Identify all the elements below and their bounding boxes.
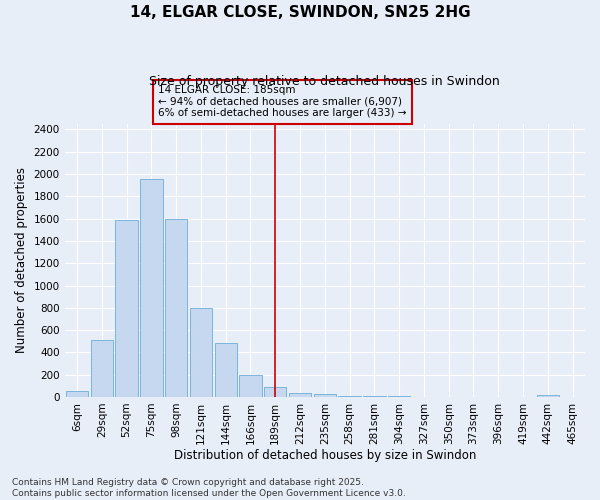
Bar (66, 391, 88, 397)
Bar (388, 396, 410, 397)
Y-axis label: Number of detached properties: Number of detached properties (15, 168, 28, 354)
Text: 14 ELGAR CLOSE: 185sqm
← 94% of detached houses are smaller (6,907)
6% of semi-d: 14 ELGAR CLOSE: 185sqm ← 94% of detached… (158, 85, 407, 118)
Bar (289, 392, 311, 397)
Title: Size of property relative to detached houses in Swindon: Size of property relative to detached ho… (149, 75, 500, 88)
Bar (190, 308, 212, 397)
Bar (314, 394, 336, 397)
Bar (91, 340, 113, 397)
Bar (264, 387, 286, 397)
Bar (140, 178, 163, 397)
Bar (363, 396, 386, 397)
Bar (338, 396, 361, 397)
Text: 14, ELGAR CLOSE, SWINDON, SN25 2HG: 14, ELGAR CLOSE, SWINDON, SN25 2HG (130, 5, 470, 20)
Bar (115, 220, 138, 397)
Bar (239, 375, 262, 397)
X-axis label: Distribution of detached houses by size in Swindon: Distribution of detached houses by size … (173, 450, 476, 462)
Text: Contains HM Land Registry data © Crown copyright and database right 2025.
Contai: Contains HM Land Registry data © Crown c… (12, 478, 406, 498)
Bar (215, 344, 237, 397)
Bar (536, 396, 559, 397)
Bar (165, 218, 187, 397)
